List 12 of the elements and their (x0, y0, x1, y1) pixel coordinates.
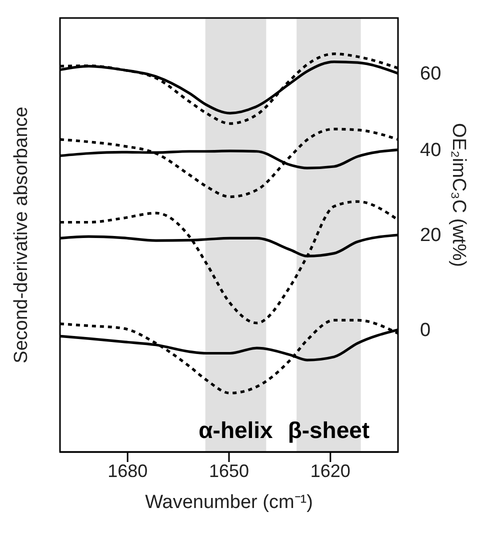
band-label: α-helix (198, 417, 274, 443)
y2-axis-title: OE₂imC₃C (wt%) (447, 123, 469, 267)
x-tick-label: 1650 (208, 460, 250, 481)
band-label: β-sheet (288, 417, 370, 443)
x-axis-title: Wavenumber (cm⁻¹) (145, 492, 313, 513)
series-label: 40 (420, 140, 442, 161)
series-label: 60 (420, 63, 442, 84)
x-tick-label: 1680 (108, 460, 148, 481)
series-label: 20 (420, 225, 442, 246)
y-axis-title: Second-derivative absorbance (11, 106, 33, 364)
series-label: 0 (420, 320, 431, 341)
x-tick-label: 1620 (310, 460, 350, 481)
